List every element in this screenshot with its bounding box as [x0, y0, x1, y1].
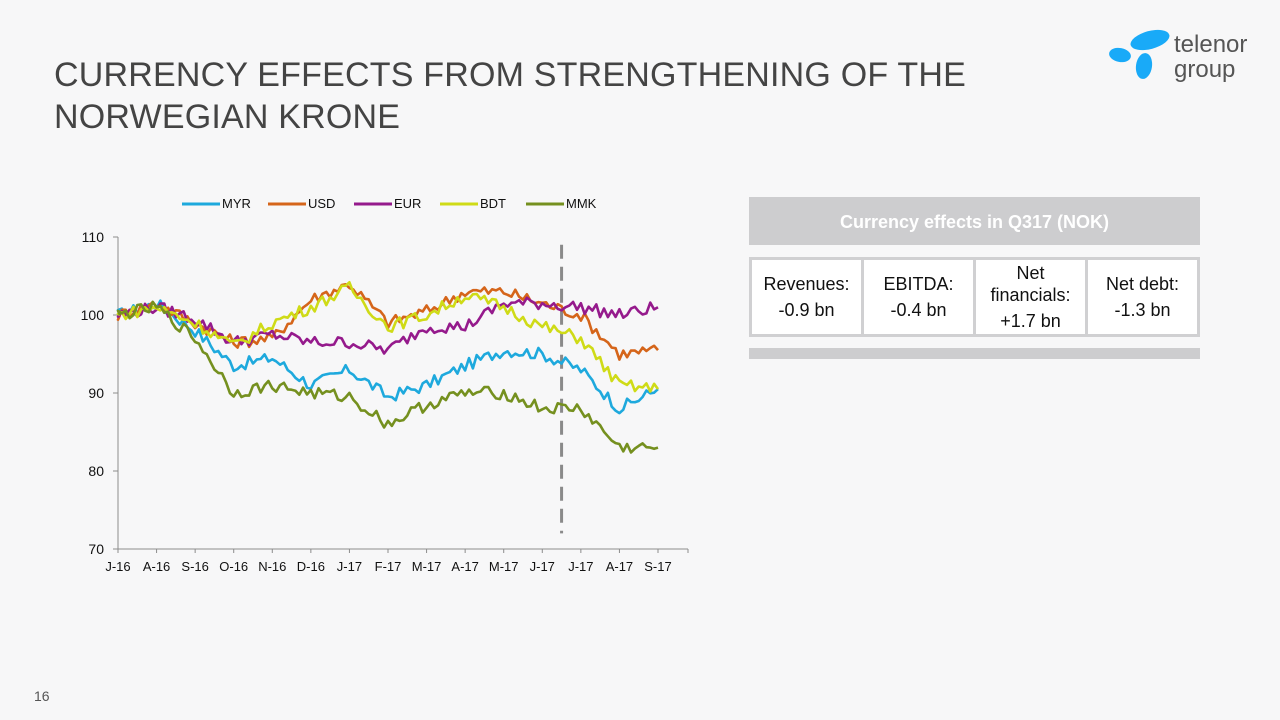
currency-line-chart: 70 80 90 100 110 J-16 A-16 S-16 O-16 N-16 D-16 J-17… [81, 196, 689, 574]
y-tick-label: 90 [88, 385, 104, 401]
legend-label-myr: MYR [222, 196, 251, 211]
revenues-label: Revenues: [763, 274, 850, 294]
legend-label-usd: USD [308, 196, 335, 211]
x-tick-label: S-16 [181, 559, 208, 574]
x-tick-label: D-16 [297, 559, 325, 574]
y-tick-label: 100 [81, 307, 105, 323]
ebitda-value: -0.4 bn [890, 300, 947, 320]
x-tick-label: A-16 [143, 559, 170, 574]
x-tick-label: J-17 [568, 559, 593, 574]
y-tick-label: 80 [88, 463, 104, 479]
x-tick-label: J-17 [530, 559, 555, 574]
x-tick-label: O-16 [219, 559, 248, 574]
series-line-eur [116, 296, 659, 355]
x-tick-label: M-17 [412, 559, 442, 574]
x-tick-label: A-17 [606, 559, 633, 574]
ebitda-label: EBITDA: [883, 274, 954, 294]
x-tick-label: M-17 [489, 559, 519, 574]
legend-label-bdt: BDT [480, 196, 506, 211]
series-line-mmk [116, 300, 659, 454]
ebitda-cell: EBITDA: -0.4 bn [864, 260, 973, 334]
x-tick-label: A-17 [451, 559, 478, 574]
panel-header: Currency effects in Q317 (NOK) [749, 197, 1200, 245]
x-tick-label: J-16 [105, 559, 130, 574]
x-tick-label: F-17 [375, 559, 402, 574]
panel-footer-bar [749, 348, 1200, 359]
net-debt-value: -1.3 bn [1114, 300, 1171, 320]
legend-label-eur: EUR [394, 196, 421, 211]
revenues-value: -0.9 bn [778, 300, 835, 320]
net-financials-cell: Net financials: +1.7 bn [976, 260, 1085, 334]
title-line-2: NORWEGIAN KRONE [54, 98, 401, 136]
logo-text-line-2: group [1174, 56, 1236, 83]
title-line-1: CURRENCY EFFECTS FROM STRENGTHENING OF T… [54, 56, 966, 94]
currency-effects-panel: Revenues: -0.9 bn EBITDA: -0.4 bn Net fi… [749, 257, 1200, 337]
legend-label-mmk: MMK [566, 196, 597, 211]
telenor-logo: telenor group [1106, 28, 1256, 88]
series-line-bdt [116, 280, 660, 393]
series-line-usd [116, 282, 659, 361]
x-tick-label: N-16 [258, 559, 286, 574]
logo-text-line-1: telenor [1174, 31, 1248, 58]
y-tick-label: 70 [88, 541, 104, 557]
net-financials-label: Net financials: [990, 263, 1071, 305]
net-debt-cell: Net debt: -1.3 bn [1088, 260, 1197, 334]
telenor-propeller-icon [1109, 29, 1170, 79]
x-tick-label: S-17 [644, 559, 671, 574]
net-financials-value: +1.7 bn [1000, 311, 1061, 331]
x-tick-label: J-17 [337, 559, 362, 574]
slide-title: CURRENCY EFFECTS FROM STRENGTHENING OF T… [54, 54, 1054, 138]
revenues-cell: Revenues: -0.9 bn [752, 260, 861, 334]
page-number: 16 [34, 688, 50, 704]
net-debt-label: Net debt: [1105, 274, 1180, 294]
series-line-myr [116, 299, 659, 415]
y-tick-label: 110 [82, 229, 105, 245]
